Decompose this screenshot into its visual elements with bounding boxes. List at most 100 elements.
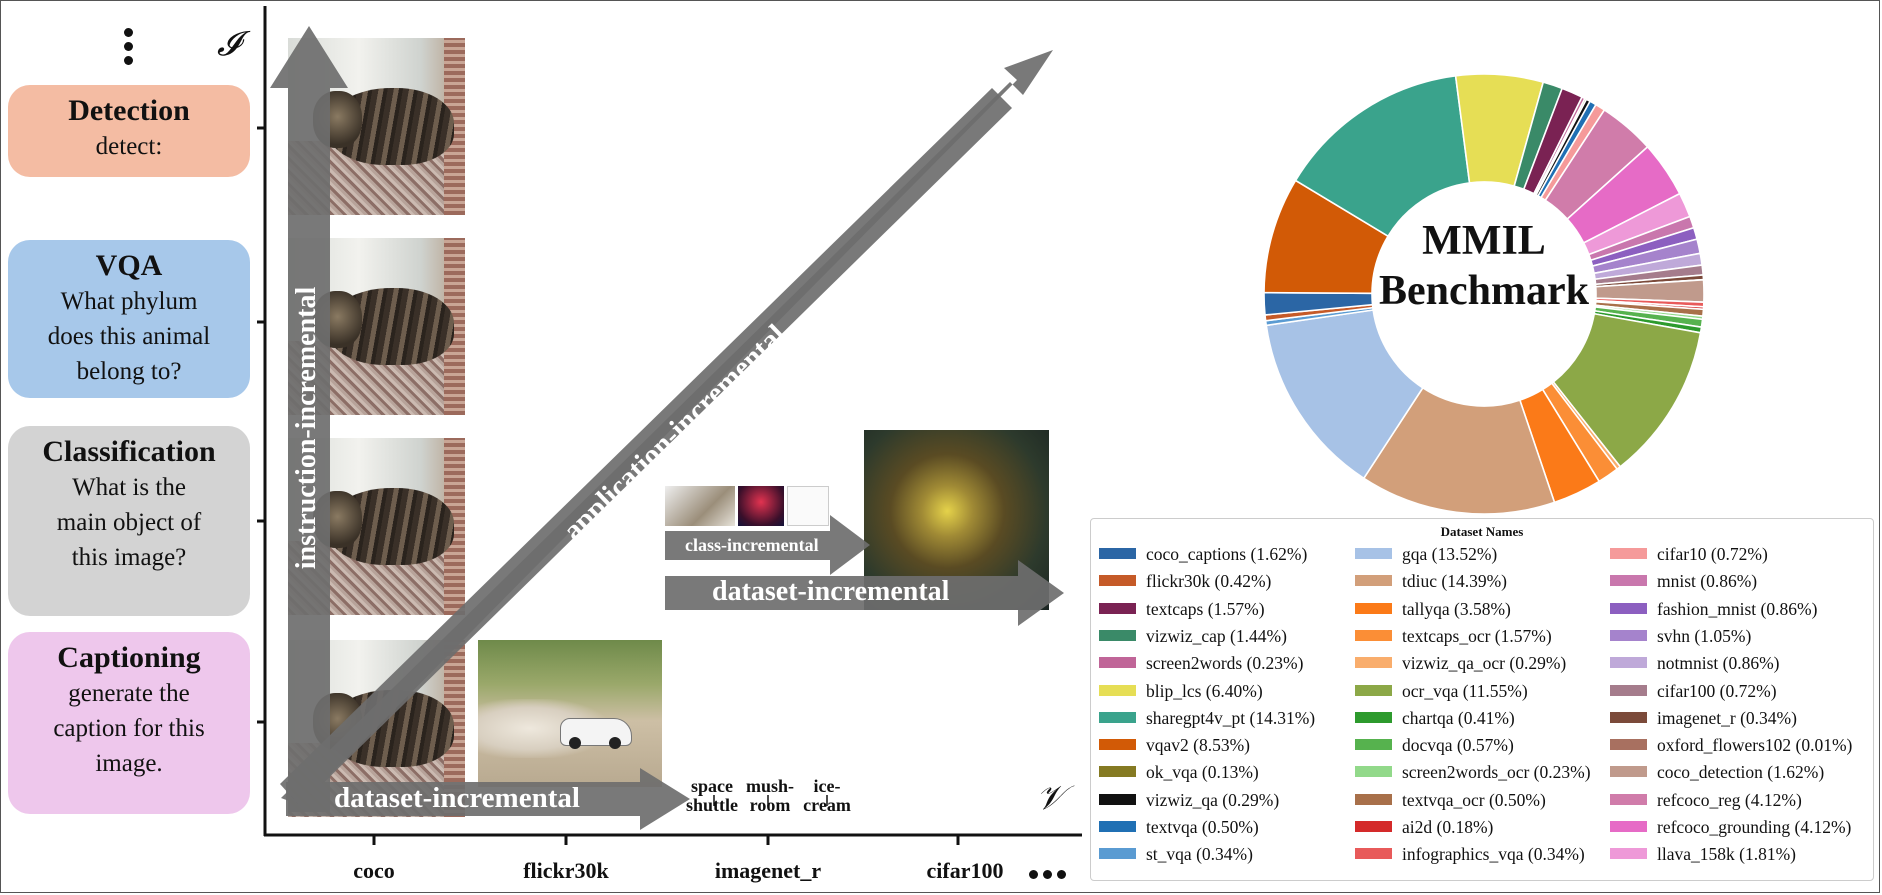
- legend-item-llava_158k: llava_158k (1.81%): [1610, 843, 1796, 865]
- task-classification: Classification What is the main object o…: [8, 426, 250, 616]
- legend-item-vizwiz_qa_ocr: vizwiz_qa_ocr (0.29%): [1355, 652, 1566, 674]
- legend-swatch: [1610, 848, 1647, 860]
- legend-item-tallyqa: tallyqa (3.58%): [1355, 598, 1511, 620]
- legend-item-vizwiz_qa: vizwiz_qa (0.29%): [1099, 789, 1279, 811]
- more-tasks-dots-icon: [122, 28, 134, 70]
- legend-item-vqav2: vqav2 (8.53%): [1099, 734, 1250, 756]
- legend-item-chartqa: chartqa (0.41%): [1355, 707, 1515, 729]
- task-prompt: What phylum does this animal belong to?: [47, 288, 211, 385]
- legend-label: textvqa (0.50%): [1146, 817, 1259, 837]
- legend-label: vizwiz_qa (0.29%): [1146, 789, 1280, 810]
- legend-swatch: [1099, 575, 1136, 587]
- legend-label: refcoco_reg (4.12%): [1657, 789, 1802, 810]
- legend-item-refcoco_reg: refcoco_reg (4.12%): [1610, 789, 1802, 811]
- legend-label: screen2words (0.23%): [1146, 653, 1304, 674]
- task-detection: Detection detect:: [8, 85, 250, 177]
- legend-item-refcoco_grounding: refcoco_grounding (4.12%): [1610, 816, 1851, 838]
- legend-swatch: [1355, 766, 1392, 778]
- legend-label: vqav2 (8.53%): [1146, 735, 1251, 756]
- legend-swatch: [1610, 821, 1647, 832]
- legend-swatch: [1610, 629, 1647, 641]
- legend-swatch: [1099, 739, 1136, 751]
- legend-swatch: [1355, 629, 1392, 641]
- legend-item-oxford_flowers102: oxford_flowers102 (0.01%): [1610, 734, 1852, 756]
- legend-item-textvqa_ocr: textvqa_ocr (0.50%): [1355, 789, 1546, 811]
- legend-label: screen2words_ocr (0.23%): [1402, 762, 1591, 783]
- legend-swatch: [1610, 602, 1647, 614]
- legend-label: textcaps (1.57%): [1146, 598, 1265, 619]
- legend-label: coco_captions (1.62%): [1146, 544, 1308, 564]
- legend-item-flickr30k: flickr30k (0.42%): [1099, 570, 1271, 592]
- task-prompt: What is the main object of this image?: [56, 474, 202, 571]
- legend-label: st_vqa (0.34%): [1146, 844, 1253, 865]
- legend-item-cifar10: cifar10 (0.72%): [1610, 543, 1768, 565]
- legend-item-fashion_mnist: fashion_mnist (0.86%): [1610, 598, 1817, 620]
- legend-item-textvqa: textvqa (0.50%): [1099, 816, 1259, 838]
- legend-title: Dataset Names: [1440, 524, 1524, 539]
- class-label: mush- room: [745, 776, 795, 815]
- legend-label: llava_158k (1.81%): [1657, 844, 1796, 865]
- legend-label: chartqa (0.41%): [1402, 707, 1515, 728]
- donut-slice-vizwiz_qa: [1535, 98, 1592, 197]
- legend-item-ocr_vqa: ocr_vqa (11.55%): [1355, 680, 1528, 702]
- donut-slice-sharegpt4v_pt: [1294, 74, 1471, 238]
- legend-swatch: [1355, 602, 1392, 614]
- donut-slice-gqa: [1265, 309, 1424, 480]
- x-tick-label: cifar100: [926, 858, 1004, 883]
- y-axis-symbol: 𝓘: [217, 24, 240, 64]
- legend-swatch: [1610, 739, 1647, 751]
- legend-item-textcaps: textcaps (1.57%): [1099, 598, 1265, 620]
- legend-swatch: [1099, 629, 1136, 641]
- legend-label: tallyqa (3.58%): [1402, 598, 1511, 619]
- chart-legend: Dataset Names coco_captions (1.62%) flick…: [1090, 518, 1874, 881]
- task-prompt: detect:: [95, 133, 163, 160]
- legend-item-screen2words_ocr: screen2words_ocr (0.23%): [1355, 761, 1591, 783]
- legend-swatch: [1355, 821, 1392, 832]
- legend-label: textvqa_ocr (0.50%): [1402, 789, 1546, 810]
- legend-swatch: [1099, 657, 1136, 669]
- legend-swatch: [1099, 766, 1136, 778]
- x-tick-label: imagenet_r: [714, 858, 822, 883]
- x-axis-symbol: 𝒱: [1036, 778, 1065, 818]
- dataset-incremental-label: dataset-incremental: [334, 782, 580, 814]
- legend-swatch: [1099, 602, 1136, 614]
- dataset-incremental-label: dataset-incremental: [712, 576, 950, 607]
- legend-item-cifar100: cifar100 (0.72%): [1610, 680, 1777, 702]
- legend-item-ok_vqa: ok_vqa (0.13%): [1099, 761, 1259, 783]
- legend-swatch: [1355, 711, 1392, 723]
- x-tick-label: coco: [353, 858, 395, 883]
- legend-item-coco_captions: coco_captions (1.62%): [1099, 543, 1307, 565]
- legend-item-vizwiz_cap: vizwiz_cap (1.44%): [1099, 625, 1287, 647]
- legend-label: blip_lcs (6.40%): [1146, 680, 1263, 701]
- legend-swatch: [1099, 548, 1136, 559]
- task-title: VQA: [95, 249, 163, 282]
- legend-label: flickr30k (0.42%): [1146, 571, 1272, 592]
- legend-label: fashion_mnist (0.86%): [1657, 598, 1818, 619]
- legend-item-imagenet_r: imagenet_r (0.34%): [1610, 707, 1797, 729]
- legend-label: cifar10 (0.72%): [1657, 544, 1768, 564]
- task-prompt: generate the caption for this image.: [53, 680, 205, 777]
- legend-label: oxford_flowers102 (0.01%): [1657, 735, 1853, 756]
- legend-label: ocr_vqa (11.55%): [1402, 680, 1528, 701]
- legend-swatch: [1610, 657, 1647, 669]
- legend-label: coco_detection (1.62%): [1657, 762, 1825, 783]
- donut-slice-tdiuc: [1362, 386, 1556, 515]
- legend-swatch: [1610, 684, 1647, 696]
- legend-swatch: [1610, 575, 1647, 587]
- legend-label: notmnist (0.86%): [1657, 653, 1780, 674]
- legend-swatch: [1099, 821, 1136, 832]
- legend-item-notmnist: notmnist (0.86%): [1610, 652, 1780, 674]
- x-tick-label: flickr30k: [523, 858, 609, 883]
- class-label: space shuttle: [685, 776, 739, 815]
- legend-swatch: [1610, 793, 1647, 805]
- legend-swatch: [1355, 575, 1392, 587]
- task-title: Classification: [42, 435, 216, 468]
- legend-item-svhn: svhn (1.05%): [1610, 625, 1751, 647]
- legend-swatch: [1355, 793, 1392, 805]
- legend-swatch: [1355, 848, 1392, 860]
- legend-swatch: [1099, 711, 1136, 723]
- legend-label: infographics_vqa (0.34%): [1402, 844, 1585, 865]
- legend-item-st_vqa: st_vqa (0.34%): [1099, 843, 1253, 865]
- legend-swatch: [1355, 657, 1392, 669]
